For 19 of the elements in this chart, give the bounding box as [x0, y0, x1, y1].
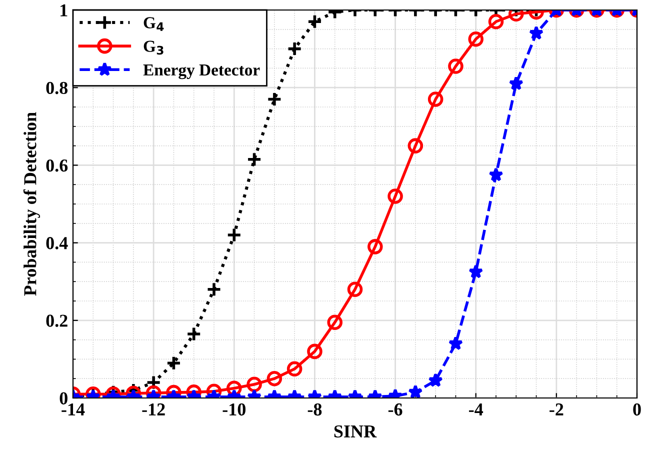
x-tick-label: -10	[222, 403, 246, 416]
legend-label: Energy Detector	[143, 64, 260, 80]
y-tick-label: 0.2	[46, 314, 68, 327]
y-tick-label: 0.4	[46, 237, 68, 250]
x-tick-label: -8	[308, 403, 322, 416]
x-tick-label: -12	[142, 403, 165, 416]
y-tick-label: 0	[60, 392, 68, 404]
x-tick-label: -2	[550, 403, 564, 416]
legend-label: G$_{3}$	[144, 40, 164, 55]
x-axis-title: SINR	[334, 425, 377, 438]
x-tick-label: -4	[468, 404, 484, 416]
legend-label: G$_{4}$	[144, 17, 164, 31]
x-tick-label: -14	[62, 403, 85, 416]
x-tick-label: 0	[633, 403, 641, 416]
y-axis-title: Probability of Detection	[23, 112, 40, 296]
x-tick-label: -6	[388, 403, 402, 416]
y-tick-label: 1	[60, 4, 68, 16]
y-tick-label: 0.8	[46, 82, 68, 94]
y-tick-label: 0.6	[46, 159, 68, 172]
